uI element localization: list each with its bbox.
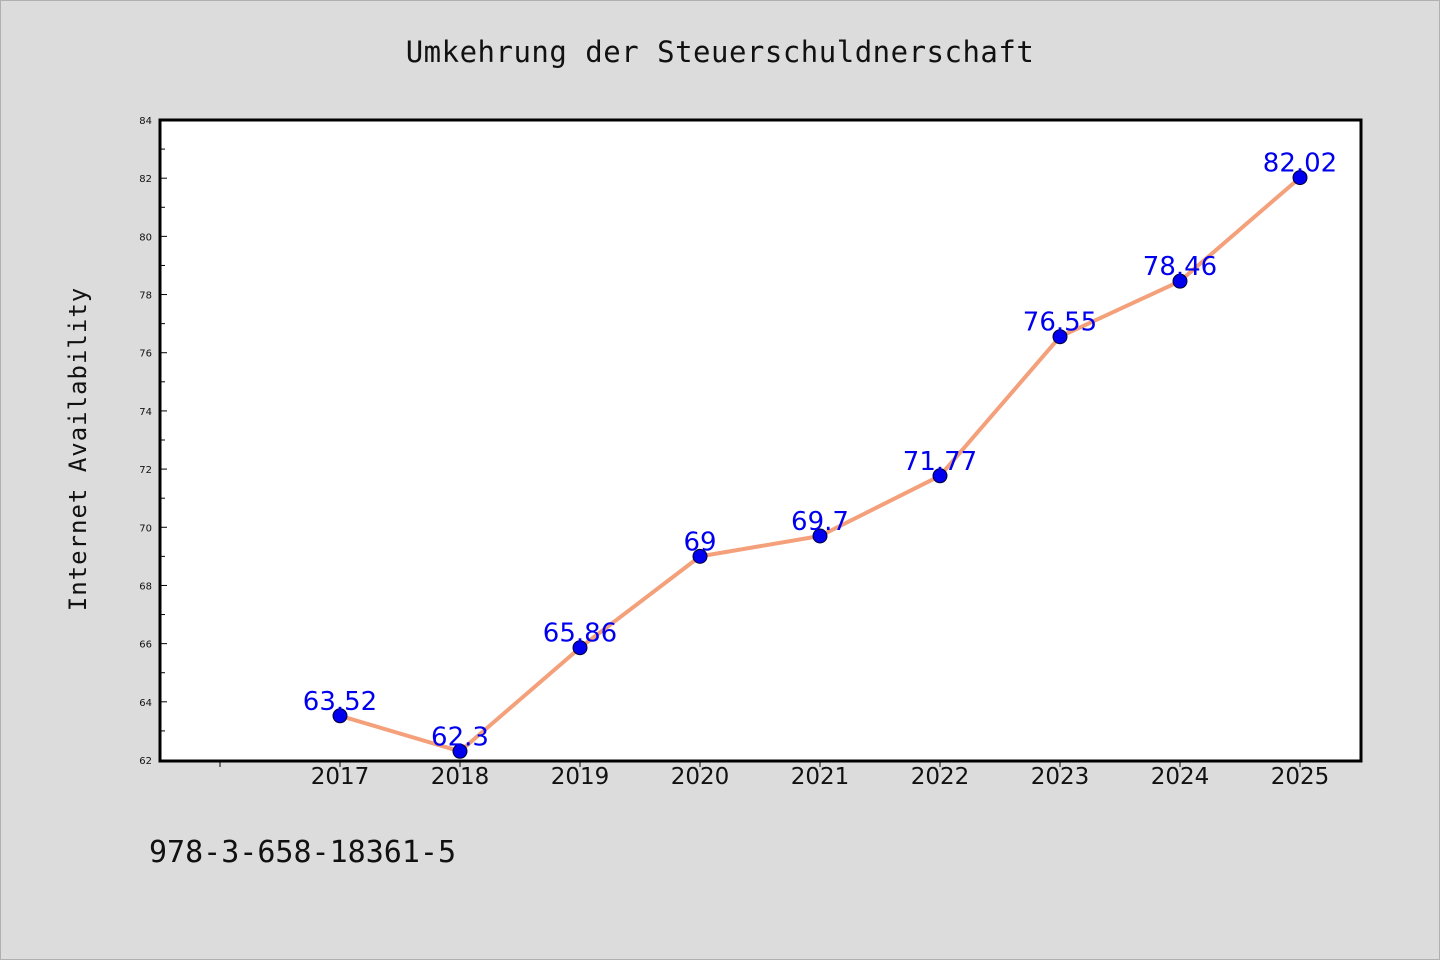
y-tick-label: 62 bbox=[139, 756, 152, 767]
data-label: 76.55 bbox=[1023, 308, 1097, 338]
x-tick-label: 2023 bbox=[1031, 764, 1090, 790]
data-label: 69.7 bbox=[791, 507, 849, 537]
x-axis: 2017 2018 2019 2020 2021 2022 2023 2024 2025 bbox=[219, 761, 1330, 790]
data-point bbox=[692, 548, 708, 564]
data-label: 63.52 bbox=[303, 687, 377, 717]
chart-title: Umkehrung der Steuerschuldnerschaft bbox=[405, 35, 1035, 69]
y-tick-label: 84 bbox=[139, 116, 152, 127]
data-point bbox=[1052, 329, 1068, 345]
plot-area bbox=[160, 120, 1361, 761]
x-tick-label: 2024 bbox=[1151, 764, 1210, 790]
y-tick-label: 74 bbox=[139, 407, 152, 418]
y-tick-label: 76 bbox=[139, 349, 152, 360]
data-point bbox=[452, 743, 468, 759]
x-tick-label: 2022 bbox=[911, 764, 970, 790]
x-tick-label: 2017 bbox=[311, 764, 370, 790]
data-label: 71.77 bbox=[903, 447, 977, 477]
data-point bbox=[932, 468, 948, 484]
x-tick-label: 2021 bbox=[791, 764, 850, 790]
footer-code: 978-3-658-18361-5 bbox=[149, 835, 457, 870]
y-tick-label: 64 bbox=[139, 698, 152, 709]
x-tick-label: 2018 bbox=[431, 764, 490, 790]
x-tick-label: 2025 bbox=[1271, 764, 1330, 790]
y-tick-label: 82 bbox=[139, 174, 152, 185]
data-point bbox=[332, 708, 348, 724]
data-point bbox=[1172, 273, 1188, 289]
plot-border bbox=[158, 118, 1363, 763]
y-tick-label: 80 bbox=[139, 232, 152, 243]
data-point bbox=[1292, 170, 1308, 186]
series-layer: 63.52 62.3 65.86 69 69.7 71.77 76.55 78.46 82.02 bbox=[303, 149, 1337, 759]
x-tick-label: 2019 bbox=[551, 764, 610, 790]
y-tick-label: 72 bbox=[139, 465, 152, 476]
x-tick-label: 2020 bbox=[671, 764, 730, 790]
data-label: 65.86 bbox=[543, 619, 617, 649]
data-label: 78.46 bbox=[1143, 252, 1217, 282]
data-label: 82.02 bbox=[1263, 149, 1337, 179]
y-tick-label: 78 bbox=[139, 291, 152, 302]
y-tick-label: 68 bbox=[139, 581, 152, 592]
data-point bbox=[812, 528, 828, 544]
data-label: 69 bbox=[683, 527, 716, 557]
y-tick-label: 66 bbox=[139, 640, 152, 651]
data-point bbox=[572, 640, 588, 656]
data-label: 62.3 bbox=[431, 722, 489, 752]
y-tick-label: 70 bbox=[139, 523, 152, 534]
